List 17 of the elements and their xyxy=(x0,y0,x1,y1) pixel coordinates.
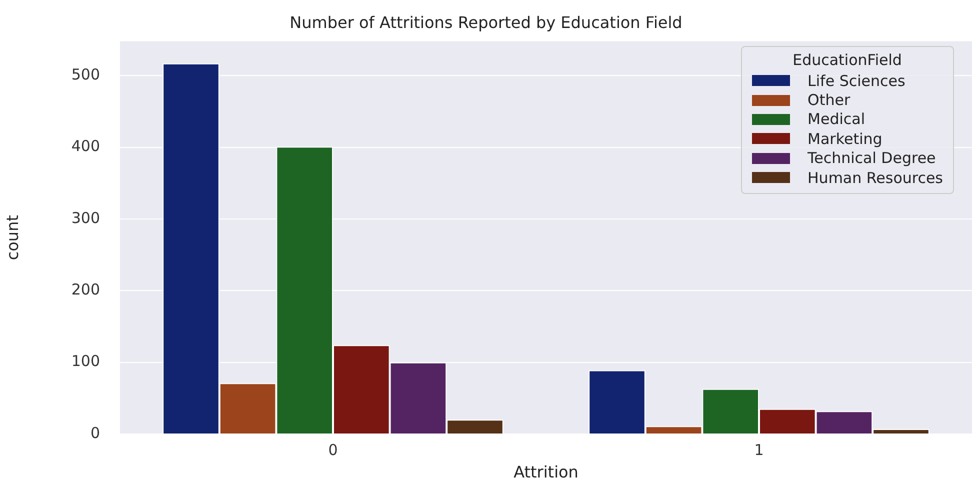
y-tick-label: 200 xyxy=(71,280,100,299)
y-tick-label: 400 xyxy=(71,137,100,156)
legend-label: Human Resources xyxy=(808,168,943,187)
legend-label: Technical Degree xyxy=(808,149,936,168)
y-tick-label: 0 xyxy=(90,424,100,442)
chart-title: Number of Attritions Reported by Education Field xyxy=(290,12,682,32)
x-tick-label: 1 xyxy=(754,440,764,459)
legend-title: EducationField xyxy=(792,51,903,69)
legend-label: Life Sciences xyxy=(808,72,906,90)
x-axis-title: Attrition xyxy=(514,462,578,482)
y-axis-title: count xyxy=(2,215,22,260)
legend-label: Marketing xyxy=(808,130,882,148)
legend-label: Medical xyxy=(808,110,865,128)
y-tick-label: 300 xyxy=(71,208,100,227)
legend-label: Other xyxy=(808,91,850,110)
y-tick-label: 100 xyxy=(71,352,100,370)
y-tick-label: 500 xyxy=(71,65,100,84)
